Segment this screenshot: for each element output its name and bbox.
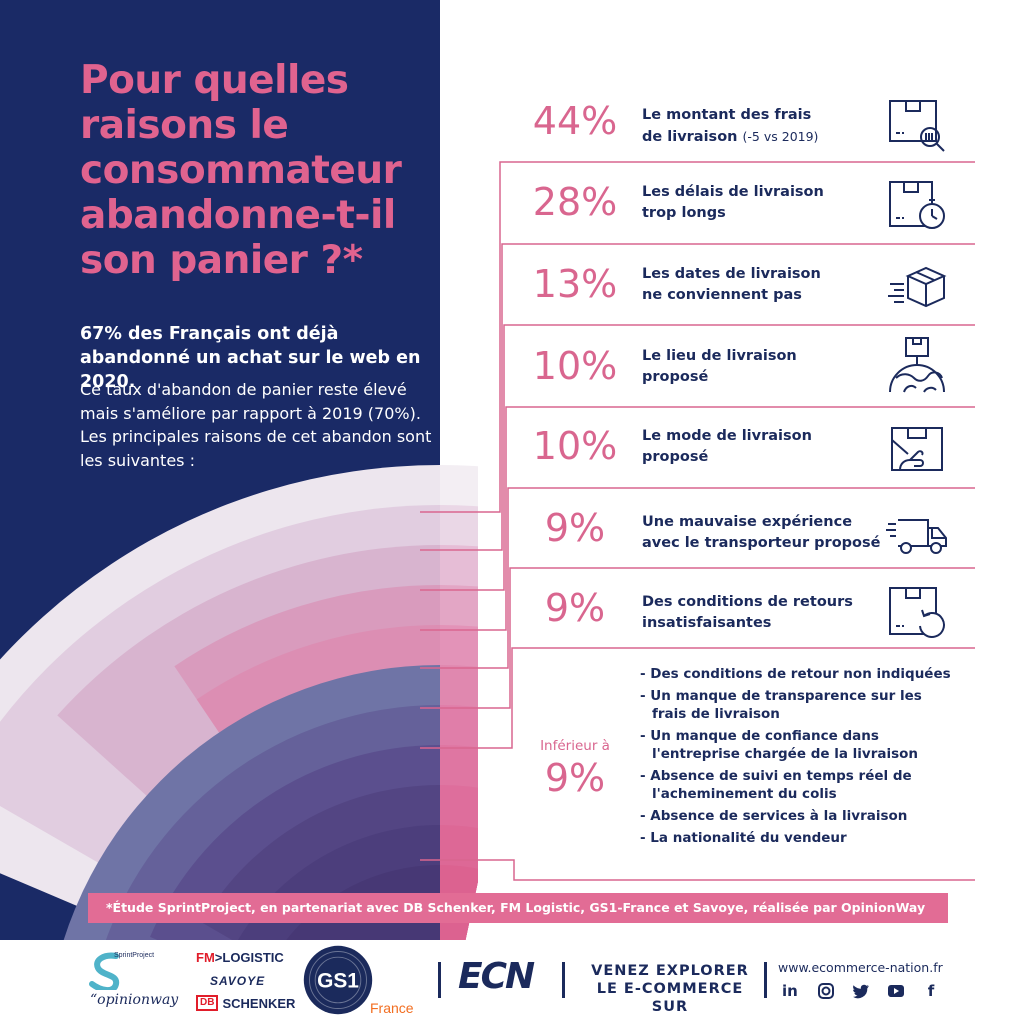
list-item: - Absence de services à la livraison [640,808,908,824]
reason-percent: 13% [532,262,618,306]
other-reasons: Inférieur à 9% - Des conditions de retou… [520,660,960,875]
reason-row: 28% Les délais de livraison trop longs [520,174,960,244]
leader-line [420,243,975,551]
leader-line [420,647,975,749]
leader-line [420,406,975,631]
list-item: - Absence de suivi en temps réel de l'ac… [640,768,912,802]
cover [478,400,1024,940]
reason-percent: 9% [544,506,606,550]
reason-percent: 44% [532,99,618,143]
divider [562,962,565,998]
reason-row: 10% Le lieu de livraison proposé [520,337,960,408]
truck-icon [886,519,947,554]
savoye-logo: SAVOYE [210,974,266,988]
box-return-icon [889,587,945,638]
reason-percent: 10% [532,424,618,468]
other-list: - Des conditions de retour non indiquées… [640,665,960,851]
box-hand-icon [891,427,943,471]
list-item: - Un manque de transparence sur les frai… [640,688,922,722]
divider [764,962,767,998]
footer-bar: SprintProject “opinionway FM>LOGISTIC SA… [0,940,1024,1024]
leader-line [420,567,975,709]
fm-logistic-logo: FM>LOGISTIC [196,950,284,965]
social-links: in f [782,982,940,1000]
linkedin-icon[interactable]: in [782,982,798,1000]
other-percent: 9% [544,756,606,800]
reason-percent: 28% [532,180,618,224]
box-globe-icon [889,337,945,393]
footnote: *Étude SprintProject, en partenariat ave… [88,893,948,923]
reason-row: 9% Des conditions de retours insatisfais… [520,580,960,650]
gs1-text: GS1 [317,970,359,993]
gs1-logo: GS1 [303,945,373,1015]
leader-line [420,161,975,513]
ecn-logo: ECN [458,956,535,997]
reason-label: Des conditions de retours insatisfaisant… [642,594,853,631]
fast-box-icon [888,266,947,308]
page-title: Pour quelles raisons le consommateur aba… [80,58,402,283]
leader-line [420,487,975,669]
box-search-icon [889,100,945,152]
sprintproject-logo [89,952,120,990]
divider [438,962,441,998]
leader-line [420,324,975,591]
reason-row: 10% Le mode de livraison proposé [520,418,960,488]
reason-percent: 9% [544,586,606,630]
website-link[interactable]: www.ecommerce-nation.fr [778,960,943,975]
reason-label: Une mauvaise expérience avec le transpor… [642,514,881,551]
list-item: - La nationalité du vendeur [640,830,847,846]
intro-text: Ce taux d'abandon de panier reste élevé … [80,380,432,470]
other-label: Inférieur à [540,738,610,754]
youtube-icon[interactable] [887,982,905,1000]
intro-headline: 67% des Français ont déjà abandonné un a… [80,324,421,392]
opinionway-logo: “opinionway [90,992,179,1008]
twitter-icon[interactable] [852,982,870,1000]
sprintproject-name: SprintProject [114,952,155,959]
reason-row: 13% Les dates de livraison ne conviennen… [520,256,960,326]
list-item: - Un manque de confiance dans l'entrepri… [640,728,919,762]
reason-percent: 10% [532,344,618,388]
facebook-icon[interactable]: f [927,982,935,1000]
reason-label: Le mode de livraison proposé [642,428,812,465]
reason-label: Les délais de livraison trop longs [642,184,824,221]
reason-label: Le lieu de livraison proposé [642,348,797,385]
reason-row: 9% Une mauvaise expérience avec le trans… [520,500,960,570]
leader-line [420,859,975,881]
reason-label: Les dates de livraison ne conviennent pa… [642,266,821,303]
reason-row: 44% Le montant des frais de livraison (-… [520,93,960,163]
box-stopwatch-icon [889,181,945,229]
reason-label: Le montant des frais de livraison (-5 vs… [642,107,819,145]
db-schenker-logo: DB SCHENKER [196,994,295,1012]
gs1-france-label: France [370,1000,414,1016]
instagram-icon[interactable] [817,982,835,1000]
cta-text: VENEZ EXPLORER LE E-COMMERCE SUR [591,963,749,1015]
list-item: - Des conditions de retour non indiquées [640,666,951,682]
